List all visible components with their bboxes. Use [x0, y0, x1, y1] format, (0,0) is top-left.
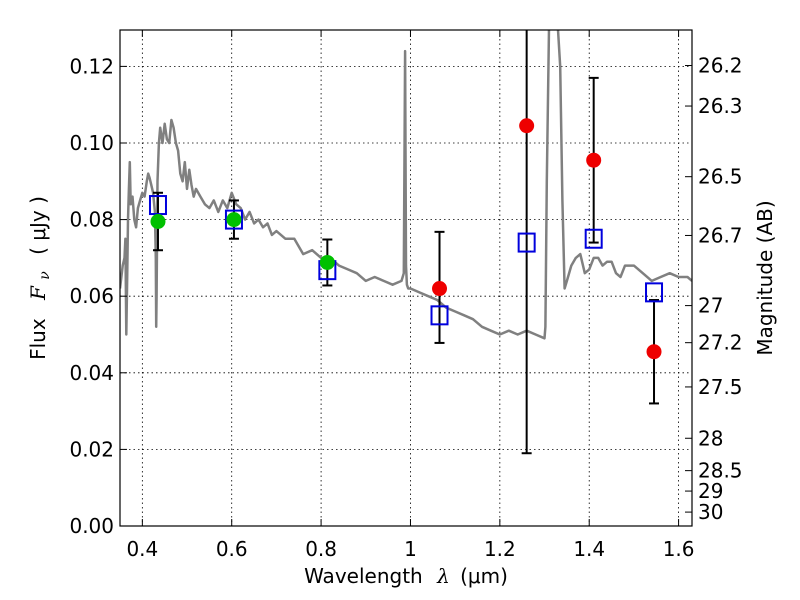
magnitude-tick-label: 28.5: [698, 459, 743, 483]
model-flux-box: [645, 282, 664, 303]
magnitude-axis-label: Magnitude (AB): [753, 200, 777, 355]
magnitude-tick-label: 26.3: [698, 94, 743, 118]
magnitude-tick-label: 26.7: [698, 223, 743, 247]
model-flux-box: [224, 209, 243, 230]
y-tick-label: 0.04: [69, 361, 114, 385]
x-tick-label: 0.8: [305, 537, 337, 561]
plot-frame: [119, 29, 693, 527]
model-flux-box: [430, 305, 449, 326]
magnitude-tick-label: 26.2: [698, 54, 743, 78]
magnitude-tick-label: 27: [698, 294, 723, 318]
photometry-point: [519, 118, 535, 134]
x-tick-label: 1.2: [484, 537, 516, 561]
y-axis-unit: ( μJy ): [26, 196, 50, 255]
x-tick-label: 0.4: [126, 537, 158, 561]
photometry-point: [432, 281, 448, 297]
photometry-point: [646, 344, 662, 360]
x-tick-label: 1.4: [573, 537, 605, 561]
y-axis-flux-subscript: ν: [37, 271, 53, 280]
y-tick-label: 0.10: [69, 131, 114, 155]
y-tick-label: 0.06: [69, 284, 114, 308]
plot-area: [120, 30, 692, 455]
y-tick-label: 0.00: [69, 514, 114, 538]
x-tick-label: 0.6: [216, 537, 248, 561]
model-flux-box: [517, 232, 536, 253]
x-axis-lambda-symbol: λ: [436, 564, 450, 588]
x-axis-label-prefix: Wavelength: [304, 564, 423, 588]
x-axis-label: Wavelength λ (μm): [304, 564, 508, 588]
magnitude-tick-label: 30: [698, 500, 723, 524]
y-axis-label-prefix: Flux: [26, 318, 50, 360]
y-axis-flux-symbol: F: [26, 285, 50, 301]
x-axis-unit: (μm): [460, 564, 508, 588]
photometry-point: [586, 152, 602, 168]
y-tick-label: 0.08: [69, 208, 114, 232]
model-flux-box: [584, 228, 603, 249]
x-tick-label: 1.6: [663, 537, 695, 561]
magnitude-tick-label: 27.5: [698, 375, 743, 399]
photometry-points: [148, 30, 664, 455]
y-axis-label: Flux F ν ( μJy ): [26, 196, 54, 360]
photometry-point: [150, 214, 166, 230]
x-tick-label: 1: [404, 537, 417, 561]
photometry-point: [319, 254, 335, 270]
magnitude-tick-label: 27.2: [698, 331, 743, 355]
x-axis: 0.4 0.6 0.8 1 1.2 1.4 1.6: [126, 30, 695, 561]
y-axis: 0.00 0.02 0.04 0.06 0.08 0.10 0.12: [69, 54, 127, 538]
photometry-point: [226, 212, 242, 228]
y-tick-label: 0.02: [69, 437, 114, 461]
y-tick-label: 0.12: [69, 54, 114, 78]
magnitude-tick-label: 29: [698, 479, 723, 503]
magnitude-tick-label: 26.5: [698, 165, 743, 189]
magnitude-tick-label: 28: [698, 426, 723, 450]
